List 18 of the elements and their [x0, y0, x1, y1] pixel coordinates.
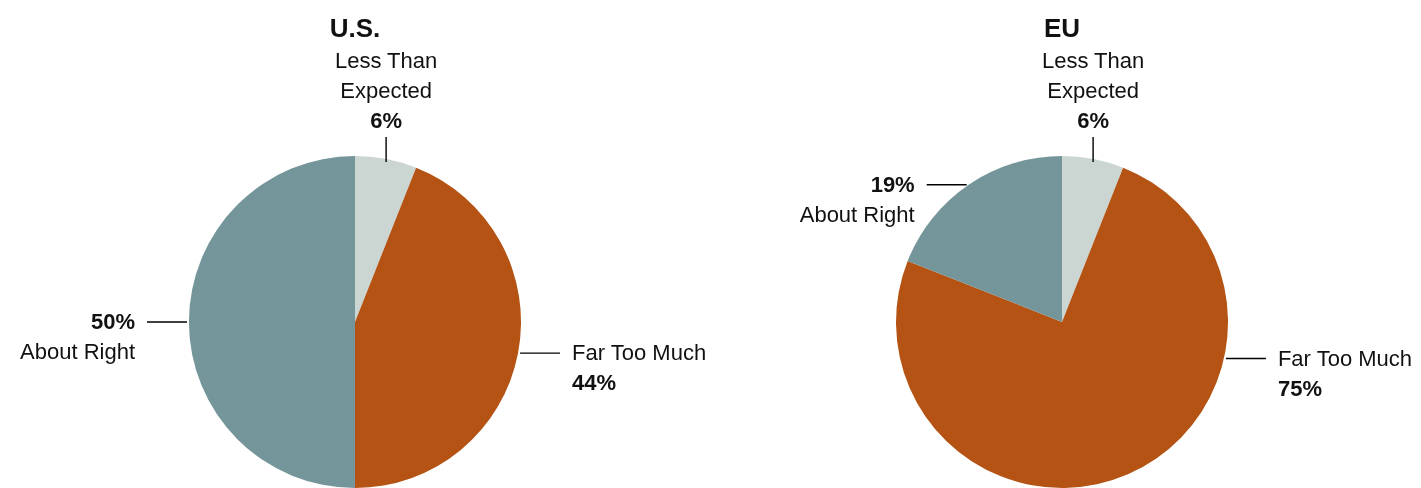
pie-slice [189, 156, 355, 488]
slice-label: Far Too Much [1277, 345, 1413, 371]
slice-label: Less Than Expected [1041, 47, 1145, 103]
chart-title: U.S. [329, 12, 381, 43]
slice-label: Far Too Much [572, 340, 707, 366]
data-label: 6% [370, 107, 402, 133]
slice-label: About Right [20, 339, 135, 364]
slice-label: Less Than Expected [334, 47, 438, 103]
data-label: 6% [1077, 107, 1109, 133]
pie-slice [355, 156, 417, 322]
data-label: 44% [572, 370, 617, 396]
data-label: 19% [870, 171, 915, 197]
data-label: 50% [90, 309, 135, 334]
chart-title: EU [1043, 12, 1081, 43]
pie-slice [1062, 156, 1124, 322]
data-label: 75% [1277, 375, 1322, 401]
pie-slice [355, 167, 521, 488]
slice-label: About Right [799, 201, 915, 227]
